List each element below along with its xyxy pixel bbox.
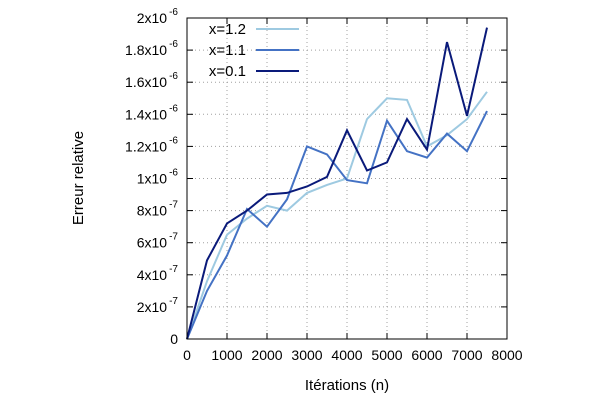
y-tick-label: 1.6x10 -6	[125, 71, 178, 90]
x-tick-label: 6000	[411, 347, 442, 363]
x-tick-label: 1000	[211, 347, 242, 363]
x-tick-label: 4000	[331, 347, 362, 363]
y-tick-label: 6x10 -7	[137, 232, 179, 251]
legend-label: x=1.2	[209, 21, 246, 38]
series-line-2	[186, 110, 488, 340]
axis-ticks	[186, 17, 508, 340]
x-tick-label: 3000	[291, 347, 322, 363]
y-tick-label: 4x10 -7	[137, 264, 179, 283]
legend-label: x=0.1	[209, 63, 246, 80]
y-tick-label: 1.8x10 -6	[125, 39, 178, 58]
x-tick-labels: 0 1000 2000 3000 4000 5000 6000 7000 8000	[183, 347, 523, 363]
y-axis-title: Erreur relative	[70, 131, 87, 225]
x-tick-label: 5000	[371, 347, 402, 363]
series-line-1	[186, 91, 488, 340]
x-tick-label: 7000	[451, 347, 482, 363]
y-tick-labels: 0 2x10 -7 4x10 -7 6x10 -7 8x10 -7 1x10 -6 1.2x10 -6 1…	[125, 7, 178, 347]
y-tick-label: 2x10 -6	[137, 7, 179, 26]
x-tick-label: 0	[183, 347, 191, 363]
x-axis-title: Itérations (n)	[305, 377, 389, 394]
y-tick-label: 2x10 -7	[137, 296, 179, 315]
series-line-3	[186, 27, 488, 340]
y-tick-label: 8x10 -7	[137, 200, 179, 219]
legend: x=1.2 x=1.1 x=0.1	[209, 21, 299, 80]
series-lines	[186, 27, 488, 340]
y-tick-label: 1x10 -6	[137, 168, 179, 187]
y-tick-label: 1.2x10 -6	[125, 135, 178, 154]
x-tick-label: 2000	[251, 347, 282, 363]
y-tick-label: 1.4x10 -6	[125, 103, 178, 122]
y-tick-label: 0	[170, 331, 178, 347]
legend-label: x=1.1	[209, 42, 246, 59]
x-tick-label: 8000	[491, 347, 522, 363]
